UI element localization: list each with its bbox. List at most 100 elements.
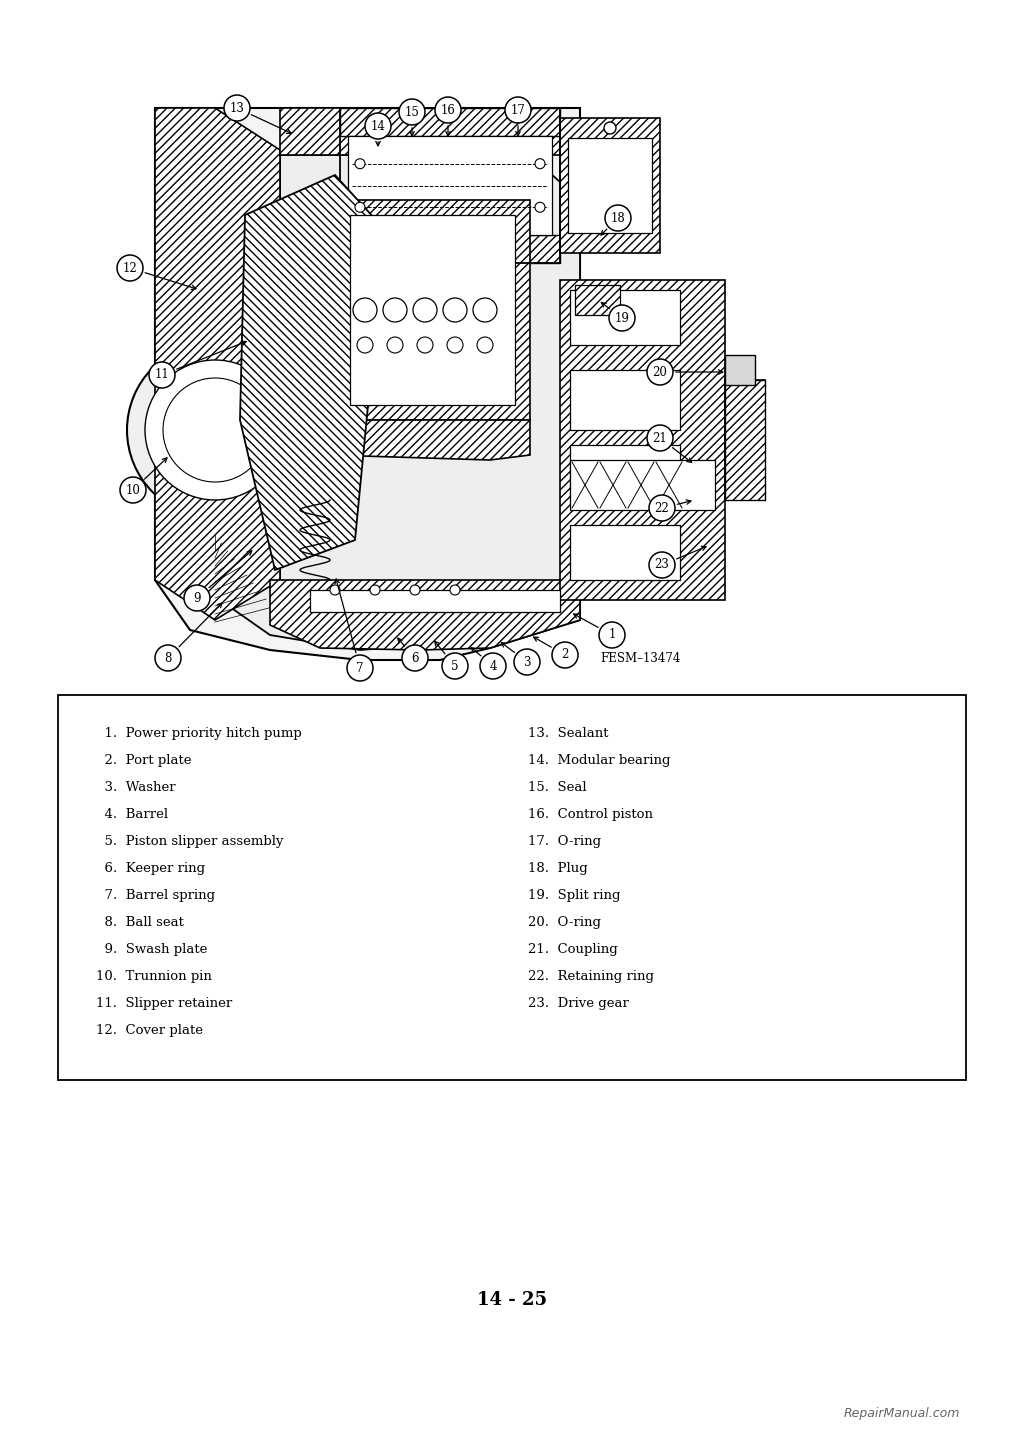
Circle shape (127, 342, 303, 518)
Circle shape (387, 337, 403, 353)
Circle shape (145, 361, 285, 500)
Bar (570, 526, 680, 581)
Circle shape (514, 649, 540, 675)
Text: 20.  O-ring: 20. O-ring (528, 917, 601, 930)
Circle shape (649, 552, 675, 578)
Text: 7.  Barrel spring: 7. Barrel spring (96, 889, 215, 902)
Circle shape (370, 585, 380, 595)
Circle shape (649, 495, 675, 521)
Text: 5: 5 (452, 659, 459, 672)
Text: 16.  Control piston: 16. Control piston (528, 808, 653, 821)
Text: 14.  Modular bearing: 14. Modular bearing (528, 754, 671, 767)
Text: 8.  Ball seat: 8. Ball seat (96, 917, 184, 930)
Text: 16: 16 (440, 103, 456, 116)
Circle shape (435, 97, 461, 123)
Circle shape (443, 298, 467, 321)
Bar (340, 109, 560, 264)
Text: 13.  Sealant: 13. Sealant (528, 727, 608, 740)
Bar (570, 371, 680, 430)
Text: FESM–13474: FESM–13474 (600, 652, 680, 665)
Bar (570, 290, 680, 345)
Circle shape (417, 337, 433, 353)
Text: 15: 15 (404, 106, 420, 119)
Text: 10.  Trunnion pin: 10. Trunnion pin (96, 970, 212, 983)
Text: 3: 3 (523, 656, 530, 669)
Polygon shape (220, 155, 580, 650)
Circle shape (120, 476, 146, 502)
Text: 6.  Keeper ring: 6. Keeper ring (96, 862, 205, 875)
Text: 1.  Power priority hitch pump: 1. Power priority hitch pump (96, 727, 302, 740)
Polygon shape (340, 235, 560, 264)
Text: 23: 23 (654, 559, 670, 572)
Text: 17.  O-ring: 17. O-ring (528, 835, 601, 849)
Circle shape (347, 654, 373, 681)
Text: 4.  Barrel: 4. Barrel (96, 808, 168, 821)
Bar (570, 460, 715, 510)
Text: 11.  Slipper retainer: 11. Slipper retainer (96, 998, 232, 1011)
Polygon shape (560, 279, 725, 599)
Circle shape (535, 203, 545, 213)
Circle shape (505, 97, 531, 123)
Circle shape (605, 206, 631, 232)
Text: 9: 9 (194, 591, 201, 604)
Text: 13: 13 (229, 101, 245, 114)
Text: 19: 19 (614, 311, 630, 324)
Circle shape (224, 96, 250, 122)
Circle shape (163, 378, 267, 482)
Circle shape (184, 585, 210, 611)
Text: 22: 22 (654, 501, 670, 514)
Text: 14 - 25: 14 - 25 (477, 1292, 547, 1309)
Circle shape (535, 159, 545, 169)
Polygon shape (155, 109, 580, 660)
Text: 3.  Washer: 3. Washer (96, 780, 176, 794)
Polygon shape (270, 581, 580, 650)
Polygon shape (240, 175, 385, 571)
Text: 15.  Seal: 15. Seal (528, 780, 587, 794)
Text: 2: 2 (561, 649, 568, 662)
Circle shape (365, 113, 391, 139)
Circle shape (410, 585, 420, 595)
Polygon shape (280, 109, 560, 155)
Text: 6: 6 (412, 652, 419, 665)
Text: 12.  Cover plate: 12. Cover plate (96, 1024, 203, 1037)
Text: 17: 17 (511, 103, 525, 116)
Text: 22.  Retaining ring: 22. Retaining ring (528, 970, 654, 983)
Bar (58, 695, 966, 1080)
Circle shape (450, 585, 460, 595)
Text: 23.  Drive gear: 23. Drive gear (528, 998, 629, 1011)
Text: 4: 4 (489, 659, 497, 672)
Text: 9.  Swash plate: 9. Swash plate (96, 943, 208, 956)
Bar (115, 90, 765, 681)
Circle shape (413, 298, 437, 321)
Circle shape (155, 644, 181, 670)
Polygon shape (725, 379, 765, 500)
Circle shape (552, 641, 578, 668)
Polygon shape (560, 117, 660, 253)
Circle shape (647, 359, 673, 385)
Text: 5.  Piston slipper assembly: 5. Piston slipper assembly (96, 835, 284, 849)
Polygon shape (155, 109, 280, 620)
Bar (725, 355, 755, 385)
Text: 2.  Port plate: 2. Port plate (96, 754, 191, 767)
Circle shape (402, 644, 428, 670)
Bar (348, 136, 552, 235)
Bar (310, 589, 560, 613)
Bar (568, 138, 652, 233)
Text: 18: 18 (610, 211, 626, 224)
Text: 8: 8 (164, 652, 172, 665)
Text: 18.  Plug: 18. Plug (528, 862, 588, 875)
Text: 14: 14 (371, 120, 385, 133)
Text: 20: 20 (652, 365, 668, 378)
Circle shape (353, 298, 377, 321)
Circle shape (383, 298, 407, 321)
Circle shape (355, 203, 365, 213)
Circle shape (609, 306, 635, 332)
Circle shape (604, 122, 616, 135)
Bar (570, 445, 680, 500)
Text: 19.  Split ring: 19. Split ring (528, 889, 621, 902)
Circle shape (357, 337, 373, 353)
Text: 1: 1 (608, 628, 615, 641)
Polygon shape (340, 109, 560, 136)
Circle shape (150, 362, 175, 388)
Circle shape (355, 159, 365, 169)
